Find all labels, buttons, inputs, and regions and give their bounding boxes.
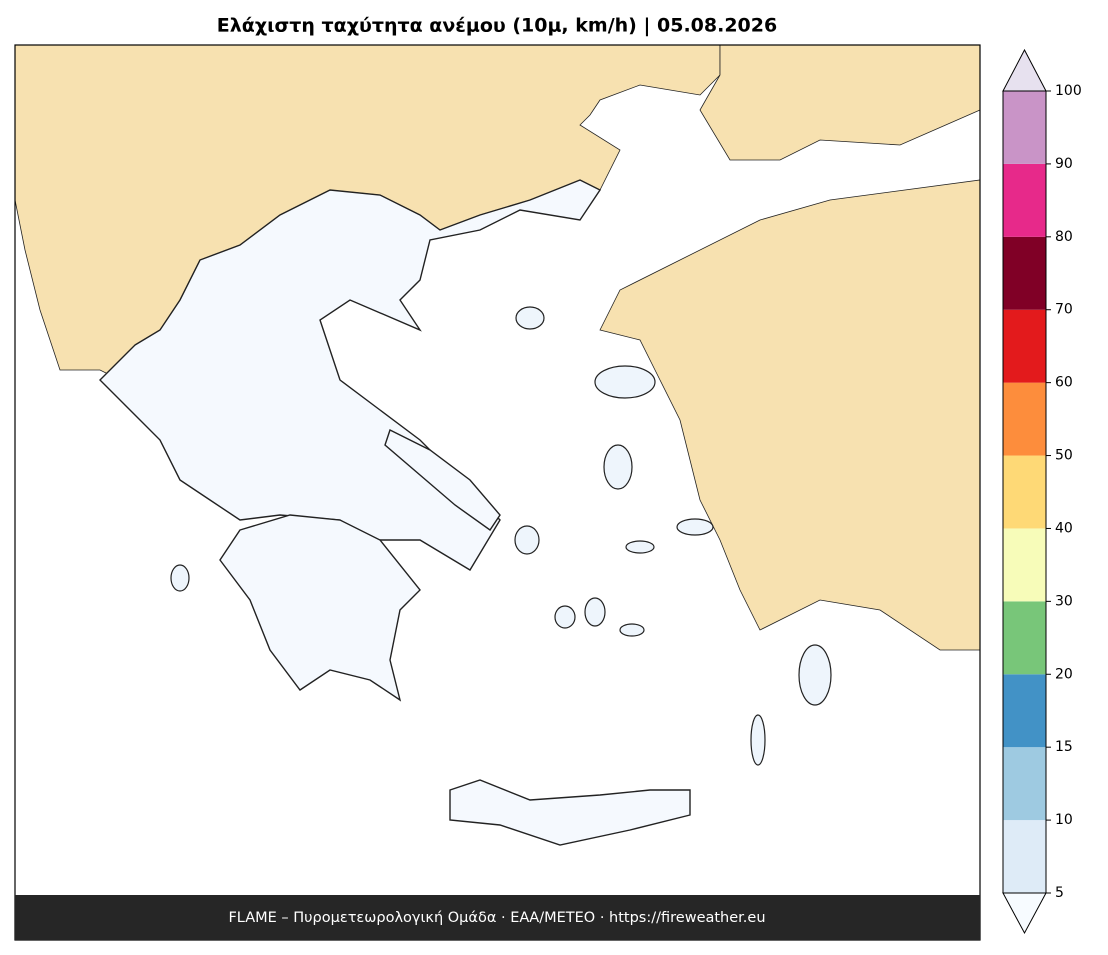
island: [619, 623, 645, 637]
colorbar-tick-label: 20: [1055, 666, 1073, 682]
footer-text: FLAME – Πυρομετεωρολογική Ομάδα · ΕΑΑ/ME…: [228, 910, 765, 926]
island: [584, 597, 606, 627]
greece-mainland: [99, 179, 602, 571]
island: [603, 444, 633, 490]
colorbar-segment: [1003, 236, 1046, 310]
colorbar-segment: [1003, 747, 1046, 821]
colorbar-tick-label: 90: [1055, 156, 1073, 172]
colorbar-tick-label: 40: [1055, 520, 1073, 536]
colorbar-tick-label: 60: [1055, 375, 1073, 391]
colorbar-extend-above: [1002, 48, 1047, 92]
colorbar: 5 10 15 20 30 40 50 60 70 80 90 100: [1002, 48, 1082, 935]
footer-bar: [15, 895, 980, 940]
colorbar-extend-below: [1002, 892, 1047, 935]
colorbar-segment: [1003, 382, 1046, 456]
island: [515, 306, 545, 330]
evia: [384, 429, 501, 531]
island: [798, 644, 832, 706]
colorbar-tick-label: 70: [1055, 302, 1073, 318]
colorbar-tick-label: 80: [1055, 229, 1073, 245]
map-title: Ελάχιστη ταχύτητα ανέμου (10μ, km/h) | 0…: [217, 15, 777, 37]
colorbar-segment: [1003, 601, 1046, 675]
colorbar-tick-label: 10: [1055, 812, 1073, 828]
island: [554, 605, 576, 629]
colorbar-tick-label: 5: [1055, 885, 1064, 901]
island: [676, 518, 714, 536]
island: [170, 564, 190, 592]
colorbar-frame: [1002, 90, 1047, 894]
colorbar-segment: [1003, 163, 1046, 237]
crete: [449, 779, 691, 846]
island: [514, 525, 540, 555]
island: [625, 540, 655, 554]
colorbar-tick-label: 50: [1055, 448, 1073, 464]
colorbar-segment: [1003, 91, 1046, 164]
island: [750, 714, 766, 766]
colorbar-segment: [1003, 528, 1046, 602]
colorbar-segment: [1003, 674, 1046, 748]
colorbar-segment: [1003, 820, 1046, 893]
colorbar-segment: [1003, 455, 1046, 529]
peloponnese: [219, 514, 421, 702]
colorbar-tick-label: 30: [1055, 593, 1073, 609]
colorbar-segment: [1003, 309, 1046, 383]
island: [594, 365, 656, 399]
colorbar-tick-label: 15: [1055, 739, 1073, 755]
map: FLAME – Πυρομετεωρολογική Ομάδα · ΕΑΑ/ME…: [14, 44, 981, 941]
turkey: [599, 179, 981, 651]
colorbar-tick-label: 100: [1055, 83, 1082, 99]
